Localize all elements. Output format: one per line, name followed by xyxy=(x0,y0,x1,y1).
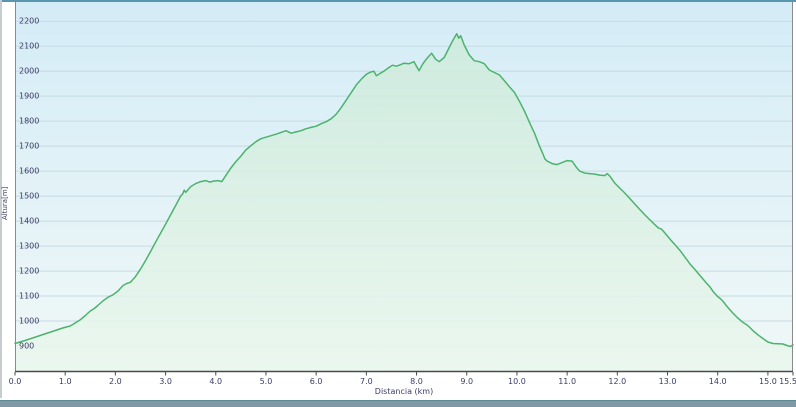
elevation-area xyxy=(15,33,793,371)
y-tick-label: 1000 xyxy=(19,317,39,326)
x-tick-label: 10.0 xyxy=(508,377,526,386)
y-tick-label: 1400 xyxy=(19,217,39,226)
x-tick-label: 13.0 xyxy=(659,377,677,386)
y-axis-title: Altura[m] xyxy=(1,186,9,220)
y-tick-label: 1100 xyxy=(19,292,39,301)
x-tick-label: 14.0 xyxy=(709,377,727,386)
y-tick-label: 1300 xyxy=(19,242,39,251)
x-tick-label: 15.0 xyxy=(759,377,777,386)
y-tick-label: 1800 xyxy=(19,117,39,126)
x-tick-label: 12.0 xyxy=(608,377,626,386)
x-axis-title: Distancia (km) xyxy=(374,387,434,396)
y-tick-label: 1700 xyxy=(19,142,39,151)
y-tick-label: 900 xyxy=(19,342,34,351)
y-tick-label: 2000 xyxy=(19,67,39,76)
x-tick-label: 4.0 xyxy=(209,377,222,386)
x-tick-label: 15.5 xyxy=(779,377,796,386)
x-tick-label: 9.0 xyxy=(460,377,473,386)
y-tick-label: 1900 xyxy=(19,92,39,101)
y-tick-label: 1200 xyxy=(19,267,39,276)
elevation-line xyxy=(14,32,794,348)
x-tick-label: 6.0 xyxy=(310,377,323,386)
y-tick-label: 2100 xyxy=(19,42,39,51)
y-tick-label: 1600 xyxy=(19,167,39,176)
chart-canvas: 0.0 1.0 2.0 3.0 4.0 5.0 6.0 7.0 8.0 9.0 10.0 11.0 12… xyxy=(9,0,796,386)
bottom-bar xyxy=(0,400,796,407)
y-tick-label: 1500 xyxy=(19,192,39,201)
x-tick-label: 5.0 xyxy=(260,377,273,386)
x-tick-label: 3.0 xyxy=(159,377,172,386)
left-edge-divider xyxy=(0,0,2,398)
x-tick-label: 0.0 xyxy=(9,377,22,386)
x-tick-label: 1.0 xyxy=(59,377,72,386)
x-tick-label: 8.0 xyxy=(410,377,423,386)
y-tick-label: 2200 xyxy=(19,17,39,26)
x-tick-label: 2.0 xyxy=(109,377,122,386)
top-border-line xyxy=(0,0,796,2)
x-tick-label: 11.0 xyxy=(558,377,576,386)
x-tick-label: 7.0 xyxy=(360,377,373,386)
